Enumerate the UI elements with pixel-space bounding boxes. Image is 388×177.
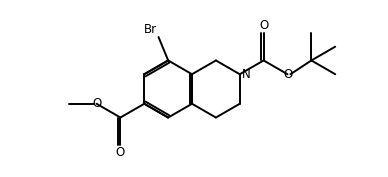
Text: O: O bbox=[92, 97, 101, 110]
Text: O: O bbox=[283, 68, 292, 81]
Text: O: O bbox=[116, 146, 125, 159]
Text: N: N bbox=[242, 68, 251, 81]
Text: O: O bbox=[259, 19, 268, 32]
Text: Br: Br bbox=[144, 23, 156, 36]
